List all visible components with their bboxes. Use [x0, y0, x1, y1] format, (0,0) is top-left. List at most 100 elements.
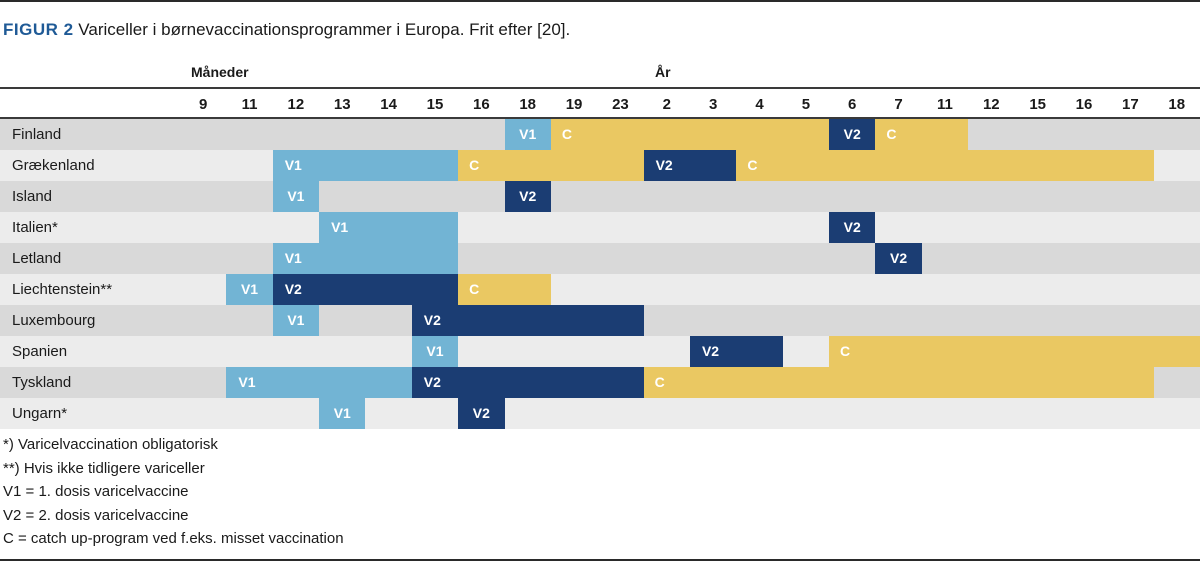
country-label: Ungarn* [12, 405, 68, 422]
column-tick-label: 5 [801, 96, 811, 113]
schedule-bar-v1: V1 [272, 305, 320, 336]
schedule-bar-c: C [458, 274, 551, 305]
figure-label: FIGUR 2 [3, 20, 74, 39]
schedule-bar-v2: V2 [504, 181, 551, 212]
column-tick-label: 11 [937, 96, 953, 113]
schedule-bar-v2: V2 [643, 150, 737, 181]
schedule-bar-label: V1 [519, 126, 537, 142]
schedule-bar-v1: V1 [319, 212, 459, 243]
country-label: Luxembourg [12, 312, 96, 329]
schedule-bar-v2: V2 [411, 367, 644, 398]
country-label: Island [12, 188, 53, 205]
schedule-bar-label: V2 [423, 374, 441, 390]
column-tick-label: 15 [426, 96, 444, 113]
schedule-bar-label: V1 [284, 157, 302, 173]
column-tick-label: 15 [1029, 96, 1046, 113]
schedule-bar-label: C [840, 343, 851, 359]
schedule-bar-label: V1 [284, 250, 302, 266]
top-rule [0, 0, 1200, 2]
column-tick-label: 9 [199, 96, 208, 113]
schedule-bar-label: V2 [284, 281, 302, 297]
schedule-bar-v1: V1 [226, 274, 273, 305]
schedule-bar-v1: V1 [272, 181, 320, 212]
footnotes: *) Varicelvaccination obligatorisk **) H… [3, 433, 344, 551]
schedule-bar-v1: V1 [411, 336, 459, 367]
table-row: Luxembourg V1 V2 [0, 305, 1200, 336]
schedule-bar-label: V1 [240, 281, 259, 297]
table-row: Island V1 V2 [0, 181, 1200, 212]
schedule-bar-label: V1 [331, 219, 349, 235]
schedule-bar-v2: V2 [875, 243, 922, 274]
column-tick-label: 18 [1168, 96, 1186, 113]
schedule-bar-label: C [469, 281, 480, 297]
schedule-bar-label: V2 [519, 188, 537, 204]
column-tick-label: 16 [1075, 96, 1093, 113]
table-row: Ungarn* V1 V2 [0, 398, 1200, 429]
column-tick-label: 13 [333, 96, 351, 113]
schedule-bar-label: V2 [423, 312, 441, 328]
schedule-bar-label: C [561, 126, 572, 142]
schedule-bar-c: C [829, 336, 1200, 367]
column-tick-label: 6 [848, 96, 857, 113]
figure-title: FIGUR 2 Variceller i børnevaccinationspr… [3, 20, 570, 40]
group-label-years: År [655, 64, 671, 80]
schedule-bar-c: C [550, 119, 830, 150]
table-row: Letland V1 V2 [0, 243, 1200, 274]
schedule-bar-label: V1 [287, 312, 305, 328]
schedule-bar-v2: V2 [829, 119, 876, 150]
schedule-bar-v1: V1 [226, 367, 412, 398]
table-row: Grækenland V1 C V2 C [0, 150, 1200, 181]
footnote-catch-up: C = catch up-program ved f.eks. misset v… [3, 530, 344, 547]
schedule-bar-c: C [875, 119, 969, 150]
column-tick-label: 18 [519, 96, 537, 113]
schedule-bar-label: C [886, 126, 897, 142]
schedule-bar-label: V2 [890, 250, 908, 266]
schedule-bar-label: V2 [472, 405, 490, 421]
country-label: Letland [12, 250, 62, 267]
schedule-bar-c: C [458, 150, 644, 181]
country-label: Italien* [12, 219, 58, 236]
column-tick-label: 16 [472, 96, 490, 113]
group-label-months: Måneder [191, 64, 249, 80]
country-label: Spanien [12, 343, 68, 360]
schedule-bar-label: V2 [843, 126, 861, 142]
column-tick-label: 3 [708, 96, 718, 113]
column-tick-label: 23 [612, 96, 629, 113]
country-label: Finland [12, 126, 62, 143]
footnote-previous-varicella: **) Hvis ikke tidligere variceller [3, 459, 205, 477]
column-tick-label: 7 [894, 96, 903, 113]
column-tick-label: 4 [755, 96, 764, 113]
schedule-bar-v1: V1 [319, 398, 366, 429]
header-rule-top [0, 87, 1200, 89]
header-rule-bottom [0, 117, 1200, 119]
schedule-bar-label: V2 [655, 157, 673, 173]
column-tick-label: 11 [241, 96, 258, 113]
table-row: Spanien V1 V2 C [0, 336, 1200, 367]
schedule-bar-v2: V2 [689, 336, 783, 367]
figure-caption: Variceller i børnevaccinationsprogrammer… [78, 20, 571, 39]
schedule-bar-label: V2 [843, 219, 861, 235]
table-row: Liechtenstein** V1 V2 C [0, 274, 1200, 305]
schedule-bar-v2: V2 [829, 212, 876, 243]
schedule-bar-label: V1 [238, 374, 256, 390]
footnote-obligatory: *) Varicelvaccination obligatorisk [3, 436, 218, 453]
schedule-bar-c: C [643, 367, 1154, 398]
schedule-bar-label: V1 [287, 188, 305, 204]
bottom-rule [0, 559, 1200, 561]
schedule-bar-v1: V1 [272, 150, 459, 181]
table-row: Italien* V1 V2 [0, 212, 1200, 243]
schedule-bar-v1: V1 [504, 119, 551, 150]
country-label: Tyskland [12, 374, 72, 391]
footnote-v1: V1 = 1. dosis varicelvaccine [3, 483, 189, 500]
country-label: Grækenland [12, 157, 95, 174]
schedule-bar-label: C [469, 157, 480, 173]
column-tick-label: 12 [982, 96, 1000, 113]
schedule-bar-c: C [736, 150, 1154, 181]
column-tick-label: 17 [1122, 96, 1139, 113]
column-tick-label: 2 [662, 96, 671, 113]
table-row: Tyskland V1 V2 C [0, 367, 1200, 398]
schedule-bar-label: V2 [701, 343, 720, 359]
schedule-bar-label: C [654, 374, 665, 390]
country-label: Liechtenstein** [12, 281, 113, 298]
footnote-v2: V2 = 2. dosis varicelvaccine [3, 506, 189, 524]
